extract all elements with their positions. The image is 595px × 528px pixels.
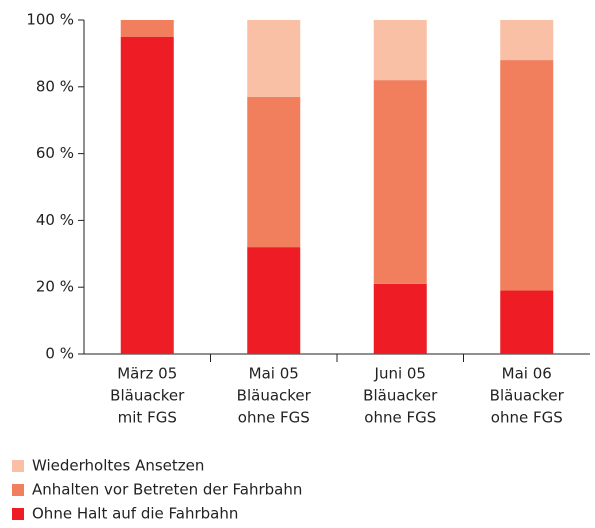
x-tick-label: März 05	[117, 365, 177, 383]
x-tick-label: ohne FGS	[364, 409, 436, 427]
x-tick-label: mit FGS	[118, 409, 177, 427]
bar-segment	[120, 20, 174, 37]
x-tick-label: Mai 05	[249, 365, 299, 383]
bar-segment	[373, 80, 427, 284]
bar-segment	[247, 247, 301, 354]
bar-segment	[247, 20, 301, 97]
y-tick-label: 100 %	[26, 11, 74, 29]
bar-segment	[120, 36, 174, 354]
bar-segment	[500, 20, 554, 61]
legend-swatch	[12, 460, 24, 472]
y-tick-label: 80 %	[36, 77, 74, 95]
bar-segment	[247, 96, 301, 248]
x-tick-label: Bläuacker	[110, 387, 185, 405]
legend-label: Ohne Halt auf die Fahrbahn	[32, 505, 238, 523]
legend-swatch	[12, 508, 24, 520]
legend-swatch	[12, 484, 24, 496]
bar-segment	[500, 290, 554, 354]
y-tick-label: 20 %	[36, 278, 74, 296]
bar-segment	[373, 283, 427, 354]
x-tick-label: Bläuacker	[363, 387, 438, 405]
legend-label: Wiederholtes Ansetzen	[32, 457, 204, 475]
x-tick-label: ohne FGS	[238, 409, 310, 427]
x-tick-label: Bläuacker	[490, 387, 565, 405]
y-tick-label: 40 %	[36, 211, 74, 229]
x-tick-label: ohne FGS	[491, 409, 563, 427]
x-tick-label: Bläuacker	[237, 387, 312, 405]
bar-segment	[373, 20, 427, 81]
legend-label: Anhalten vor Betreten der Fahrbahn	[32, 481, 302, 499]
y-tick-label: 60 %	[36, 144, 74, 162]
x-tick-label: Juni 05	[374, 365, 426, 383]
bar-segment	[500, 60, 554, 291]
x-tick-label: Mai 06	[502, 365, 552, 383]
y-tick-label: 0 %	[45, 345, 74, 363]
